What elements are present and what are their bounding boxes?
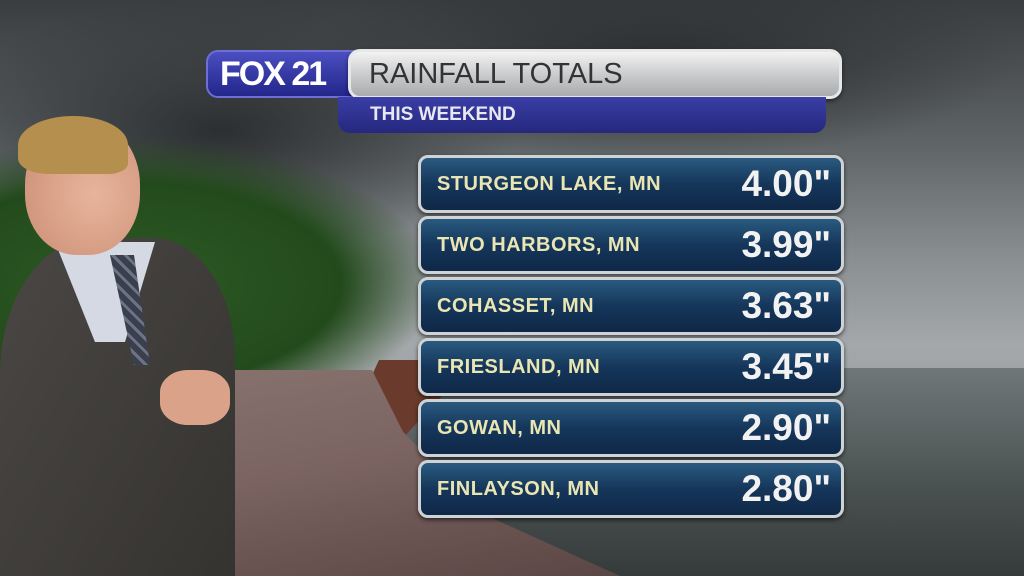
graphic-subtitle: THIS WEEKEND	[338, 97, 826, 133]
presenter	[0, 116, 240, 576]
city-name: GOWAN, MN	[437, 417, 562, 439]
rainfall-value: 2.90"	[741, 407, 831, 448]
graphic-title: RAINFALL TOTALS	[348, 49, 842, 99]
rainfall-row: TWO HARBORS, MN 3.99"	[418, 216, 844, 274]
rainfall-value: 3.45"	[741, 346, 831, 387]
city-name: COHASSET, MN	[437, 295, 595, 317]
city-name: FINLAYSON, MN	[437, 478, 600, 500]
rainfall-row: GOWAN, MN 2.90"	[418, 399, 844, 457]
city-name: STURGEON LAKE, MN	[437, 173, 662, 195]
rainfall-row: STURGEON LAKE, MN 4.00"	[418, 155, 844, 213]
fox21-logo: FOX 21	[206, 50, 366, 98]
rainfall-value: 3.63"	[741, 285, 831, 326]
city-name: TWO HARBORS, MN	[437, 234, 641, 256]
rainfall-row: COHASSET, MN 3.63"	[418, 277, 844, 335]
rainfall-value: 4.00"	[741, 163, 831, 204]
rainfall-value: 2.80"	[741, 468, 831, 509]
rainfall-row: FRIESLAND, MN 3.45"	[418, 338, 844, 396]
city-name: FRIESLAND, MN	[437, 356, 601, 378]
rainfall-row: FINLAYSON, MN 2.80"	[418, 460, 844, 518]
rainfall-value: 3.99"	[741, 224, 831, 265]
